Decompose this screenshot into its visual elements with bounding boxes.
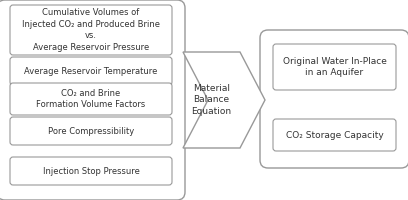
FancyBboxPatch shape [10, 5, 172, 55]
Text: Average Reservoir Temperature: Average Reservoir Temperature [24, 66, 157, 75]
Polygon shape [183, 52, 265, 148]
Text: Original Water In-Place
in an Aquifer: Original Water In-Place in an Aquifer [283, 57, 386, 77]
FancyBboxPatch shape [273, 44, 396, 90]
FancyBboxPatch shape [260, 30, 408, 168]
Text: CO₂ and Brine
Formation Volume Factors: CO₂ and Brine Formation Volume Factors [36, 89, 146, 109]
Text: Material
Balance
Equation: Material Balance Equation [191, 84, 232, 116]
FancyBboxPatch shape [10, 117, 172, 145]
FancyBboxPatch shape [273, 119, 396, 151]
Text: Pore Compressibility: Pore Compressibility [48, 127, 134, 136]
Text: CO₂ Storage Capacity: CO₂ Storage Capacity [286, 130, 384, 140]
Text: Cumulative Volumes of
Injected CO₂ and Produced Brine
vs.
Average Reservoir Pres: Cumulative Volumes of Injected CO₂ and P… [22, 8, 160, 52]
FancyBboxPatch shape [10, 83, 172, 115]
Text: Injection Stop Pressure: Injection Stop Pressure [42, 166, 140, 176]
FancyBboxPatch shape [10, 157, 172, 185]
FancyBboxPatch shape [10, 57, 172, 85]
FancyBboxPatch shape [0, 0, 185, 200]
